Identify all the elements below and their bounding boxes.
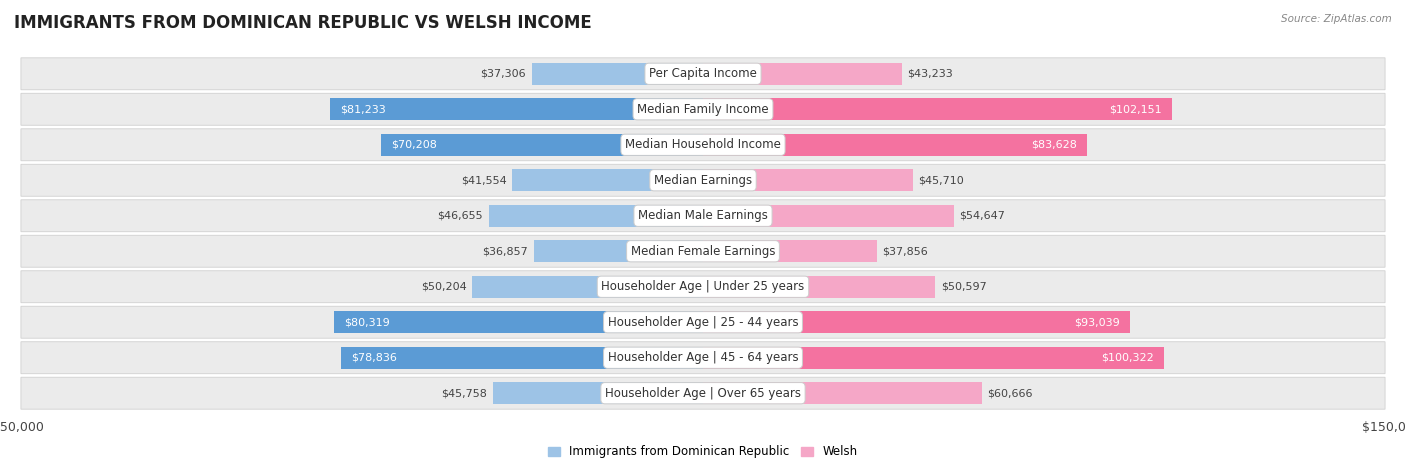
Bar: [531, 63, 703, 85]
Text: $80,319: $80,319: [344, 317, 391, 327]
Bar: [534, 240, 703, 262]
Bar: [703, 311, 1130, 333]
Text: Householder Age | Over 65 years: Householder Age | Over 65 years: [605, 387, 801, 400]
Text: Householder Age | 45 - 64 years: Householder Age | 45 - 64 years: [607, 351, 799, 364]
FancyBboxPatch shape: [21, 306, 1385, 338]
Text: $78,836: $78,836: [352, 353, 396, 363]
Text: Householder Age | Under 25 years: Householder Age | Under 25 years: [602, 280, 804, 293]
Text: $36,857: $36,857: [482, 246, 529, 256]
Bar: [340, 347, 703, 369]
Text: $41,554: $41,554: [461, 175, 506, 185]
Bar: [703, 347, 1164, 369]
Bar: [381, 134, 703, 156]
Bar: [330, 98, 703, 120]
Text: $93,039: $93,039: [1074, 317, 1121, 327]
Text: $102,151: $102,151: [1109, 104, 1161, 114]
Text: Median Earnings: Median Earnings: [654, 174, 752, 187]
Bar: [512, 169, 703, 191]
Bar: [703, 240, 877, 262]
FancyBboxPatch shape: [21, 93, 1385, 125]
Text: $83,628: $83,628: [1031, 140, 1077, 150]
FancyBboxPatch shape: [21, 164, 1385, 196]
Bar: [703, 382, 981, 404]
Text: $100,322: $100,322: [1101, 353, 1153, 363]
Bar: [703, 134, 1087, 156]
Text: $50,204: $50,204: [422, 282, 467, 292]
Text: $50,597: $50,597: [941, 282, 987, 292]
Text: IMMIGRANTS FROM DOMINICAN REPUBLIC VS WELSH INCOME: IMMIGRANTS FROM DOMINICAN REPUBLIC VS WE…: [14, 14, 592, 32]
Text: $70,208: $70,208: [391, 140, 437, 150]
Text: $45,758: $45,758: [441, 388, 488, 398]
Bar: [472, 276, 703, 298]
Text: Median Household Income: Median Household Income: [626, 138, 780, 151]
FancyBboxPatch shape: [21, 271, 1385, 303]
Text: Householder Age | 25 - 44 years: Householder Age | 25 - 44 years: [607, 316, 799, 329]
Text: $37,856: $37,856: [883, 246, 928, 256]
Text: $54,647: $54,647: [959, 211, 1005, 221]
Text: $45,710: $45,710: [918, 175, 965, 185]
Text: $81,233: $81,233: [340, 104, 387, 114]
Bar: [335, 311, 703, 333]
FancyBboxPatch shape: [21, 58, 1385, 90]
Text: Source: ZipAtlas.com: Source: ZipAtlas.com: [1281, 14, 1392, 24]
FancyBboxPatch shape: [21, 377, 1385, 409]
Bar: [703, 169, 912, 191]
Text: $46,655: $46,655: [437, 211, 484, 221]
Text: Median Male Earnings: Median Male Earnings: [638, 209, 768, 222]
FancyBboxPatch shape: [21, 342, 1385, 374]
Text: $43,233: $43,233: [907, 69, 953, 79]
Text: Per Capita Income: Per Capita Income: [650, 67, 756, 80]
Bar: [703, 63, 901, 85]
Bar: [703, 205, 955, 227]
FancyBboxPatch shape: [21, 129, 1385, 161]
Legend: Immigrants from Dominican Republic, Welsh: Immigrants from Dominican Republic, Wels…: [544, 442, 862, 462]
FancyBboxPatch shape: [21, 200, 1385, 232]
Bar: [703, 276, 935, 298]
Bar: [703, 98, 1173, 120]
Bar: [494, 382, 703, 404]
Bar: [489, 205, 703, 227]
FancyBboxPatch shape: [21, 235, 1385, 267]
Text: Median Female Earnings: Median Female Earnings: [631, 245, 775, 258]
Text: Median Family Income: Median Family Income: [637, 103, 769, 116]
Text: $60,666: $60,666: [987, 388, 1032, 398]
Text: $37,306: $37,306: [481, 69, 526, 79]
